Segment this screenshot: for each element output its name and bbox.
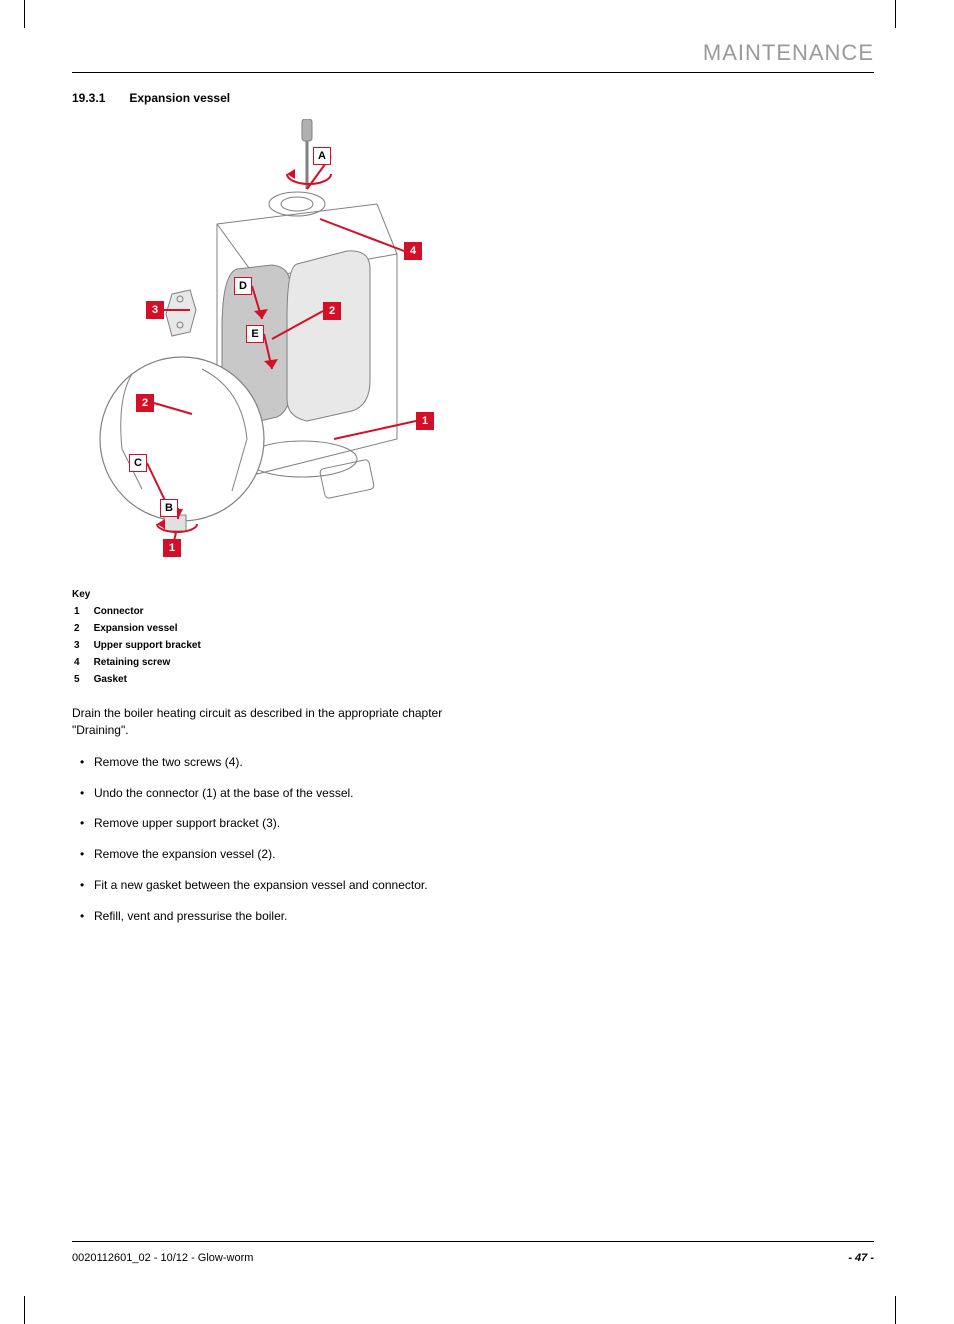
callout-A: A (313, 147, 331, 165)
callout-3: 3 (146, 301, 164, 319)
callout-E: E (246, 325, 264, 343)
step: Undo the connector (1) at the base of th… (72, 785, 472, 802)
step: Refill, vent and pressurise the boiler. (72, 908, 472, 925)
key-row: 1Connector (74, 604, 213, 619)
callout-1b: 1 (163, 539, 181, 557)
callout-D: D (234, 277, 252, 295)
intro-paragraph: Drain the boiler heating circuit as desc… (72, 705, 472, 740)
callout-4: 4 (404, 242, 422, 260)
subsection-title: Expansion vessel (129, 91, 230, 105)
step: Fit a new gasket between the expansion v… (72, 877, 472, 894)
key-row: 5Gasket (74, 672, 213, 687)
step: Remove upper support bracket (3). (72, 815, 472, 832)
key-legend: Key 1Connector 2Expansion vessel 3Upper … (72, 587, 472, 689)
step: Remove the two screws (4). (72, 754, 472, 771)
key-title: Key (72, 587, 472, 602)
section-header: MAINTENANCE (72, 40, 874, 73)
key-row: 3Upper support bracket (74, 638, 213, 653)
key-row: 2Expansion vessel (74, 621, 213, 636)
expansion-vessel-diagram: 4 3 2 2 1 1 A D E C B (72, 119, 472, 569)
callout-2a: 2 (323, 302, 341, 320)
step: Remove the expansion vessel (2). (72, 846, 472, 863)
footer-page-number: - 47 - (848, 1252, 874, 1264)
callout-C: C (129, 454, 147, 472)
callout-1a: 1 (416, 412, 434, 430)
procedure-steps: Remove the two screws (4). Undo the conn… (72, 754, 472, 925)
subsection-heading: 19.3.1 Expansion vessel (72, 91, 472, 105)
callout-B: B (160, 499, 178, 517)
callout-2b: 2 (136, 394, 154, 412)
footer-doc-ref: 0020112601_02 - 10/12 - Glow-worm (72, 1252, 253, 1264)
key-row: 4Retaining screw (74, 655, 213, 670)
page-footer: 0020112601_02 - 10/12 - Glow-worm - 47 - (72, 1241, 874, 1264)
subsection-number: 19.3.1 (72, 91, 105, 105)
diagram-svg (72, 119, 472, 569)
